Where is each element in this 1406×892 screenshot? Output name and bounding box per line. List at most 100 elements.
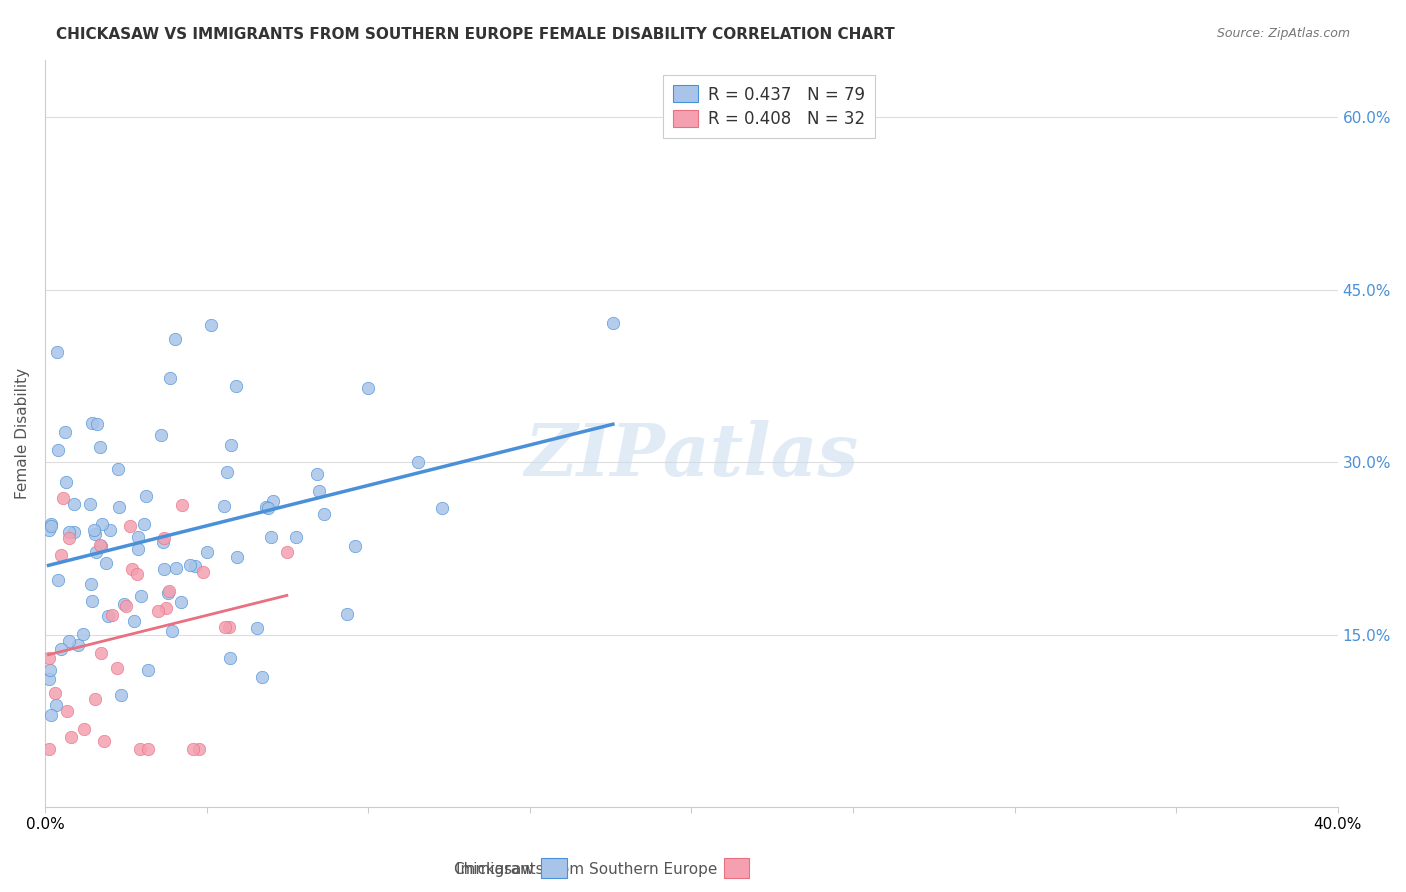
Point — [195, 545, 218, 559]
Point — [335, 607, 357, 622]
Text: ZIPatlas: ZIPatlas — [524, 420, 859, 491]
Point — [127, 542, 149, 557]
Point — [127, 530, 149, 544]
Point — [308, 483, 330, 498]
Point — [49, 642, 72, 657]
Point — [58, 634, 80, 648]
Point — [191, 565, 214, 579]
Point — [55, 475, 77, 489]
Point — [44, 686, 66, 700]
Point — [127, 566, 149, 581]
Point — [38, 650, 60, 665]
Point — [58, 525, 80, 540]
Point — [67, 638, 90, 652]
Point — [73, 723, 96, 737]
Point — [170, 498, 193, 512]
Point — [97, 609, 120, 624]
Point — [152, 535, 174, 549]
Text: Source: ZipAtlas.com: Source: ZipAtlas.com — [1216, 27, 1350, 40]
Point — [285, 530, 308, 544]
Point — [56, 704, 79, 718]
Point — [219, 651, 242, 665]
Point — [38, 742, 60, 756]
Point — [312, 507, 335, 521]
Point — [159, 371, 181, 385]
Point — [112, 597, 135, 611]
Point — [214, 620, 236, 634]
Legend: R = 0.437   N = 79, R = 0.408   N = 32: R = 0.437 N = 79, R = 0.408 N = 32 — [664, 76, 875, 138]
Point — [124, 614, 146, 628]
Point — [226, 549, 249, 564]
Point — [149, 428, 172, 442]
Point — [276, 545, 298, 559]
Point — [121, 562, 143, 576]
Point — [45, 698, 67, 713]
Point — [86, 417, 108, 432]
Point — [51, 548, 73, 562]
Point — [215, 465, 238, 479]
Point — [225, 379, 247, 393]
Point — [72, 627, 94, 641]
Point — [84, 692, 107, 706]
Point — [84, 527, 107, 541]
Point — [108, 500, 131, 515]
Point — [110, 688, 132, 702]
Point — [79, 577, 101, 591]
Point — [357, 381, 380, 395]
Point — [165, 561, 187, 575]
Point — [408, 455, 430, 469]
Point — [129, 742, 152, 756]
Point — [46, 573, 69, 587]
Point — [62, 525, 84, 540]
Point — [250, 670, 273, 684]
Point — [38, 672, 60, 686]
Point — [602, 316, 624, 330]
Text: CHICKASAW VS IMMIGRANTS FROM SOUTHERN EUROPE FEMALE DISABILITY CORRELATION CHART: CHICKASAW VS IMMIGRANTS FROM SOUTHERN EU… — [56, 27, 896, 42]
Text: Immigrants from Southern Europe: Immigrants from Southern Europe — [456, 863, 717, 877]
Point — [53, 425, 76, 439]
Point — [221, 438, 243, 452]
Point — [212, 499, 235, 513]
Point — [46, 443, 69, 458]
Point — [41, 516, 63, 531]
Point — [162, 624, 184, 638]
Y-axis label: Female Disability: Female Disability — [15, 368, 30, 499]
Point — [200, 318, 222, 333]
Point — [98, 523, 121, 537]
Point — [83, 523, 105, 537]
Point — [105, 661, 128, 675]
Point — [218, 620, 240, 634]
Point — [91, 517, 114, 532]
Point — [94, 556, 117, 570]
Point — [129, 590, 152, 604]
Point — [39, 519, 62, 533]
Point — [156, 585, 179, 599]
Point — [38, 523, 60, 537]
Point — [157, 584, 180, 599]
Point — [183, 559, 205, 574]
Point — [120, 518, 142, 533]
Point — [153, 562, 176, 576]
Point — [246, 621, 269, 635]
Point — [307, 467, 329, 481]
Point — [80, 416, 103, 430]
Point — [136, 742, 159, 756]
Point — [79, 497, 101, 511]
Point — [89, 538, 111, 552]
Point — [179, 558, 201, 573]
Point — [430, 501, 453, 516]
Point — [153, 531, 176, 545]
Point — [136, 663, 159, 677]
Point — [132, 517, 155, 532]
Point — [63, 497, 86, 511]
Point — [187, 742, 209, 756]
Point — [82, 594, 104, 608]
Point — [181, 742, 204, 756]
Point — [146, 604, 169, 618]
Point — [262, 493, 284, 508]
Point — [52, 491, 75, 506]
Point — [90, 539, 112, 553]
Point — [89, 440, 111, 454]
Point — [256, 501, 278, 516]
Point — [84, 545, 107, 559]
